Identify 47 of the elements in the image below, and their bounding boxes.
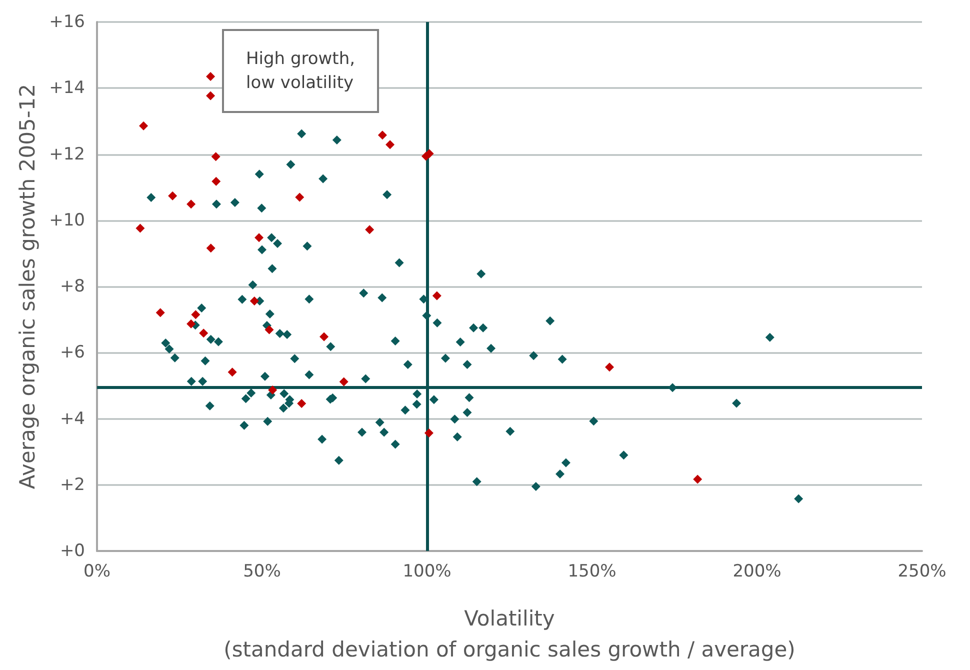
y-tick-label: +2 bbox=[60, 474, 85, 495]
point bbox=[604, 362, 614, 372]
y-tick-label: +4 bbox=[60, 408, 85, 429]
point bbox=[432, 291, 442, 300]
y-tick-label: +6 bbox=[60, 342, 85, 363]
point bbox=[212, 176, 221, 186]
point bbox=[250, 296, 259, 306]
point bbox=[268, 385, 278, 394]
annotation: High growth, low volatility bbox=[246, 49, 356, 93]
x-tick-label: 200% bbox=[732, 562, 782, 582]
point bbox=[199, 328, 208, 338]
y-tick-label: +12 bbox=[49, 144, 85, 164]
y-tick-label: +0 bbox=[60, 541, 85, 561]
y-axis-title: Average organic sales growth 2005-12 bbox=[16, 84, 40, 490]
point bbox=[386, 140, 395, 150]
x-axis-title: Volatility (standard deviation of organic sales growth / average) bbox=[224, 606, 796, 662]
point bbox=[295, 192, 304, 202]
x-tick-label: 250% bbox=[898, 562, 946, 582]
point bbox=[168, 191, 178, 200]
point bbox=[365, 225, 374, 234]
x-tick-label: 0% bbox=[84, 562, 110, 582]
x-tick-label: 100% bbox=[402, 562, 452, 582]
point bbox=[206, 244, 216, 253]
point bbox=[186, 319, 196, 328]
point bbox=[156, 308, 165, 318]
point bbox=[424, 428, 434, 438]
y-tick-label: +8 bbox=[60, 276, 85, 296]
y-tick-label: +10 bbox=[49, 210, 85, 230]
point bbox=[693, 474, 702, 484]
x-tick-label: 50% bbox=[243, 562, 281, 582]
point bbox=[191, 310, 200, 320]
point bbox=[136, 224, 145, 233]
point bbox=[211, 152, 220, 162]
y-tick-label: +14 bbox=[49, 78, 85, 98]
point bbox=[297, 399, 306, 408]
y-tick-label: +16 bbox=[49, 12, 85, 32]
point bbox=[264, 325, 274, 334]
point bbox=[206, 91, 216, 100]
point bbox=[254, 233, 264, 242]
point bbox=[186, 200, 196, 209]
x-tick-label: 150% bbox=[568, 562, 616, 582]
point bbox=[320, 332, 329, 342]
point bbox=[378, 130, 387, 140]
point bbox=[139, 121, 148, 130]
point bbox=[339, 377, 348, 386]
point bbox=[228, 368, 237, 377]
point bbox=[206, 72, 216, 82]
